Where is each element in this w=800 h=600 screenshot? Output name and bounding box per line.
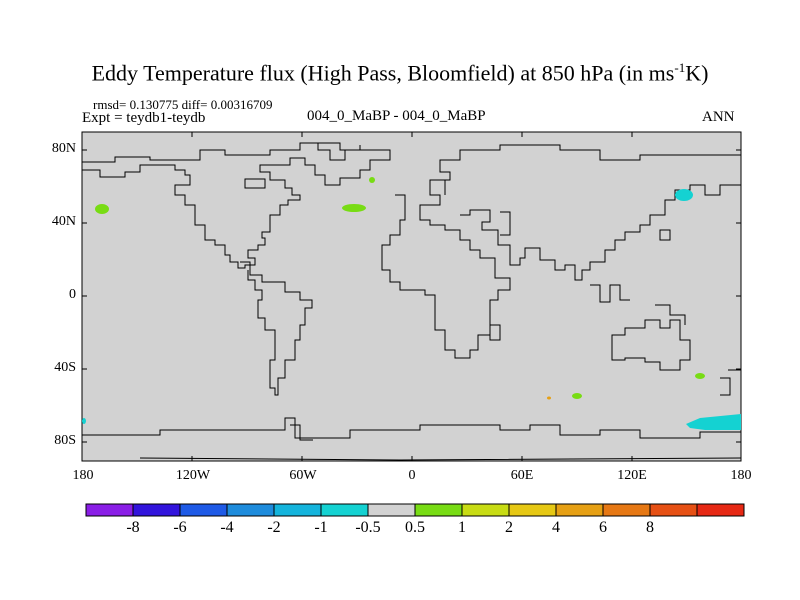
blob-green-natlantic <box>342 204 366 212</box>
lon-label-180w: 180 <box>72 468 94 483</box>
lon-label-60e: 60E <box>510 468 534 483</box>
colorbar-swatch-8 <box>461 503 510 517</box>
blob-orange-indian <box>547 396 551 400</box>
coastlines <box>82 142 742 461</box>
colorbar-label-3: -2 <box>267 519 281 536</box>
colorbar-label-10: 6 <box>599 519 607 536</box>
blob-green-arctic <box>369 177 375 183</box>
colorbar-swatch-7 <box>414 503 463 517</box>
colorbar-swatch-6 <box>367 503 416 517</box>
blob-cyan-southern <box>686 414 741 430</box>
stats-text: rmsd= 0.130775 diff= 0.00316709 <box>93 97 273 112</box>
map-frame <box>81 131 742 462</box>
colorbar-label-2: -4 <box>220 519 234 536</box>
lon-label-120e: 120E <box>617 468 647 483</box>
colorbar-swatch-4 <box>273 503 322 517</box>
lat-label-80n: 80N <box>51 141 76 156</box>
axis-ticks <box>82 132 741 461</box>
lat-label-40n: 40N <box>51 214 76 229</box>
colorbar-label-8: 2 <box>505 519 513 536</box>
lon-label-180e: 180 <box>730 468 752 483</box>
colorbar-label-1: -6 <box>173 519 187 536</box>
center-label: 004_0_MaBP - 004_0_MaBP <box>307 108 486 124</box>
lat-label-0: 0 <box>69 287 76 302</box>
colorbar <box>85 503 745 517</box>
lon-label-0: 0 <box>408 468 416 483</box>
blob-cyan-kamchatka <box>675 189 693 201</box>
lon-label-60w: 60W <box>289 468 317 483</box>
colorbar-swatch-11 <box>602 503 651 517</box>
colorbar-label-6: 0.5 <box>405 519 425 536</box>
blob-green-npacific <box>95 204 109 214</box>
season-label: ANN <box>702 109 735 125</box>
colorbar-label-9: 4 <box>552 519 560 536</box>
blob-green-nz <box>695 373 705 379</box>
lat-label-40s: 40S <box>54 360 76 375</box>
colorbar-swatch-12 <box>649 503 698 517</box>
plot-title: Eddy Temperature flux (High Pass, Bloomf… <box>91 60 709 86</box>
colorbar-label-0: -8 <box>126 519 140 536</box>
colorbar-swatch-2 <box>179 503 228 517</box>
blob-green-indian <box>572 393 582 399</box>
experiment-label: Expt = teydb1-teydb <box>82 110 206 126</box>
colorbar-label-7: 1 <box>458 519 466 536</box>
colorbar-swatch-3 <box>226 503 275 517</box>
colorbar-swatch-9 <box>508 503 557 517</box>
blob-cyan-edge <box>82 418 86 424</box>
colorbar-swatch-0 <box>85 503 134 517</box>
colorbar-swatch-5 <box>320 503 369 517</box>
colorbar-swatch-13 <box>696 503 745 517</box>
colorbar-label-11: 8 <box>646 519 654 536</box>
colorbar-label-5: -0.5 <box>355 519 381 536</box>
lon-label-120w: 120W <box>175 468 211 483</box>
colorbar-swatch-10 <box>555 503 604 517</box>
colorbar-label-4: -1 <box>314 519 328 536</box>
anomaly-blobs <box>82 177 741 430</box>
lat-label-80s: 80S <box>54 433 76 448</box>
colorbar-swatch-1 <box>132 503 181 517</box>
